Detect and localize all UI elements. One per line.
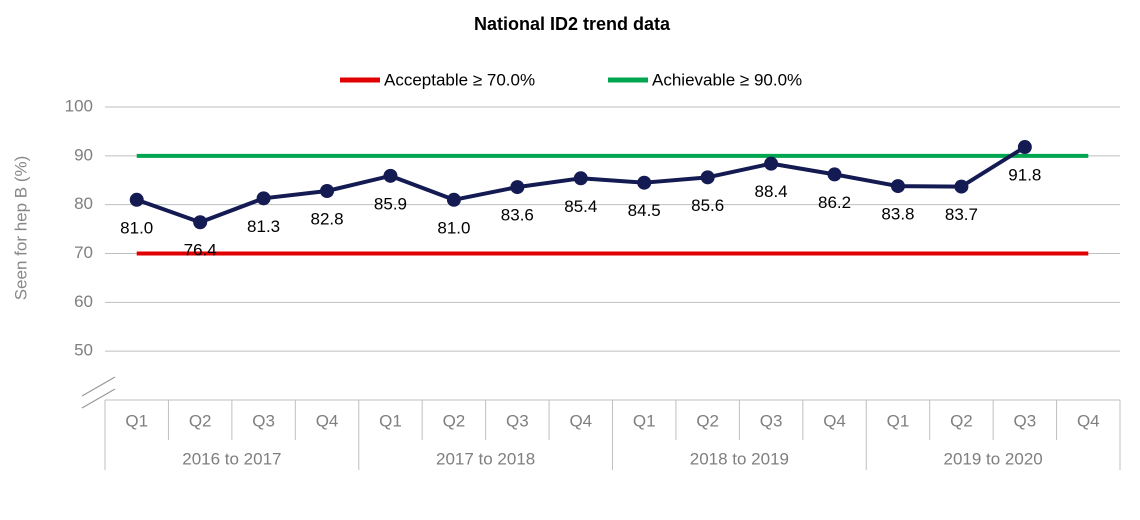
- data-label: 76.4: [184, 241, 217, 260]
- data-point: [320, 183, 335, 198]
- y-tick-label: 50: [74, 341, 93, 360]
- x-tick-label: Q2: [696, 411, 719, 430]
- data-point: [827, 167, 842, 182]
- x-tick-label: Q3: [506, 411, 529, 430]
- x-tick-label: Q1: [633, 411, 656, 430]
- y-axis-label: Seen for hep B (%): [11, 156, 30, 301]
- data-label: 84.5: [628, 201, 661, 220]
- data-point: [700, 170, 715, 185]
- data-point: [129, 192, 144, 207]
- x-tick-label: Q1: [379, 411, 402, 430]
- group-label: 2016 to 2017: [182, 449, 281, 468]
- group-label: 2018 to 2019: [690, 449, 789, 468]
- x-tick-label: Q3: [252, 411, 275, 430]
- y-tick-label: 90: [74, 145, 93, 164]
- data-label: 83.6: [501, 206, 534, 225]
- x-tick-label: Q4: [823, 411, 846, 430]
- data-label: 81.3: [247, 217, 280, 236]
- x-tick-label: Q4: [316, 411, 339, 430]
- data-label: 81.0: [437, 218, 470, 237]
- x-tick-label: Q2: [189, 411, 212, 430]
- data-label: 83.7: [945, 205, 978, 224]
- y-tick-label: 100: [65, 96, 93, 115]
- x-tick-label: Q3: [760, 411, 783, 430]
- x-tick-label: Q2: [950, 411, 973, 430]
- data-label: 83.8: [881, 205, 914, 224]
- axis-break: [81, 376, 116, 409]
- group-label: 2017 to 2018: [436, 449, 535, 468]
- x-tick-label: Q4: [569, 411, 592, 430]
- x-tick-label: Q4: [1077, 411, 1100, 430]
- break-slash: [81, 376, 116, 397]
- data-point: [256, 191, 271, 206]
- data-label: 85.9: [374, 194, 407, 213]
- data-point: [764, 156, 779, 171]
- legend-label: Achievable ≥ 90.0%: [652, 70, 802, 89]
- legend-label: Acceptable ≥ 70.0%: [384, 70, 535, 89]
- chart-title: National ID2 trend data: [474, 14, 671, 34]
- data-label: 85.6: [691, 196, 724, 215]
- group-label: 2019 to 2020: [943, 449, 1042, 468]
- x-tick-label: Q1: [887, 411, 910, 430]
- data-point: [637, 175, 652, 190]
- data-point: [890, 179, 905, 194]
- data-label: 88.4: [755, 182, 788, 201]
- data-point: [573, 171, 588, 186]
- y-tick-label: 70: [74, 243, 93, 262]
- data-label: 81.0: [120, 218, 153, 237]
- data-point: [193, 215, 208, 230]
- data-point: [510, 180, 525, 195]
- data-point: [446, 192, 461, 207]
- data-label: 86.2: [818, 193, 851, 212]
- data-label: 82.8: [310, 209, 343, 228]
- data-point: [1017, 140, 1032, 155]
- data-label: 85.4: [564, 197, 597, 216]
- x-tick-label: Q2: [443, 411, 466, 430]
- data-point: [954, 179, 969, 194]
- y-tick-label: 60: [74, 292, 93, 311]
- data-point: [383, 168, 398, 183]
- x-tick-label: Q3: [1014, 411, 1037, 430]
- y-tick-label: 80: [74, 194, 93, 213]
- x-tick-label: Q1: [125, 411, 148, 430]
- data-label: 91.8: [1008, 166, 1041, 185]
- break-slash: [81, 388, 116, 409]
